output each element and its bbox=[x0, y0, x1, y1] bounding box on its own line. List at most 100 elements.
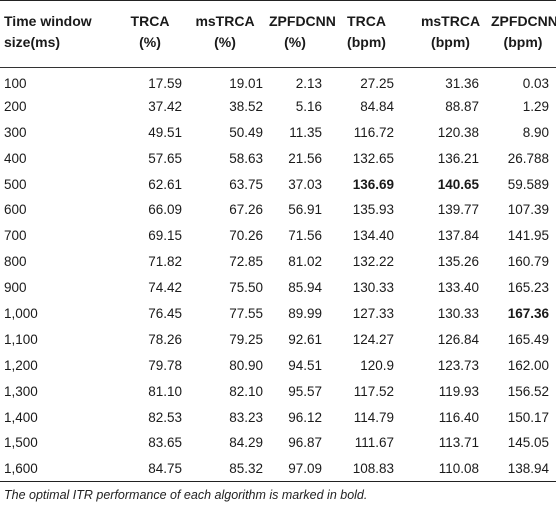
value-cell: 94.51 bbox=[288, 357, 322, 373]
value-cell: 150.17 bbox=[507, 409, 549, 425]
value-cell: 136.21 bbox=[437, 150, 479, 166]
value-cell: 82.53 bbox=[148, 409, 182, 425]
table-body: 100 17.59 19.01 2.13 27.25 31.36 0.03 200 37.42 3… bbox=[0, 68, 556, 482]
value-cell: 85.94 bbox=[288, 280, 322, 296]
column-header-line: (bpm) bbox=[431, 34, 470, 50]
time-window-cell: 300 bbox=[4, 124, 27, 140]
table-row: 600 66.09 67.26 56.91 135.93 139.77 107.39 bbox=[0, 197, 556, 223]
column-header-line: (bpm) bbox=[347, 34, 386, 50]
time-window-cell: 1,100 bbox=[4, 331, 38, 347]
value-cell: 0.03 bbox=[522, 75, 549, 91]
value-cell: 78.26 bbox=[148, 331, 182, 347]
value-cell: 110.08 bbox=[438, 461, 479, 477]
value-cell: 50.49 bbox=[229, 124, 263, 140]
value-cell: 120.9 bbox=[360, 357, 394, 373]
value-cell: 162.00 bbox=[507, 357, 549, 373]
table-footnote: The optimal ITR performance of each algo… bbox=[4, 488, 368, 502]
table-row: 1,400 82.53 83.23 96.12 114.79 116.40 150.17 bbox=[0, 404, 556, 430]
time-window-cell: 200 bbox=[4, 98, 27, 114]
value-cell: 27.25 bbox=[360, 75, 394, 91]
time-window-cell: 1,300 bbox=[4, 383, 38, 399]
value-cell: 97.09 bbox=[288, 461, 322, 477]
time-window-cell: 1,500 bbox=[4, 435, 38, 451]
value-cell: 130.33 bbox=[352, 280, 394, 296]
value-cell: 141.95 bbox=[507, 228, 549, 244]
table-row: 800 71.82 72.85 81.02 132.22 135.26 160.79 bbox=[0, 249, 556, 275]
column-header: ZPFDCNN (bpm) bbox=[490, 1, 556, 68]
value-cell: 114.79 bbox=[353, 409, 394, 425]
value-cell: 85.32 bbox=[229, 461, 263, 477]
value-cell: 75.50 bbox=[229, 280, 263, 296]
table-row: 1,100 78.26 79.25 92.61 124.27 126.84 165.49 bbox=[0, 326, 556, 352]
table-row: 700 69.15 70.26 71.56 134.40 137.84 141.95 bbox=[0, 223, 556, 249]
column-header: Time window size(ms) bbox=[0, 1, 118, 68]
column-header: ZPFDCNN (%) bbox=[268, 1, 336, 68]
value-cell: 83.65 bbox=[148, 435, 182, 451]
time-window-cell: 800 bbox=[4, 254, 27, 270]
value-cell: 58.63 bbox=[229, 150, 263, 166]
value-cell: 127.33 bbox=[352, 305, 394, 321]
value-cell: 82.10 bbox=[229, 383, 263, 399]
value-cell: 11.35 bbox=[289, 124, 322, 140]
value-cell: 66.09 bbox=[148, 202, 182, 218]
column-header-line: msTRCA bbox=[195, 13, 255, 29]
value-cell: 116.40 bbox=[438, 409, 479, 425]
value-cell: 37.42 bbox=[148, 98, 182, 114]
value-cell: 84.75 bbox=[148, 461, 182, 477]
value-cell: 5.16 bbox=[295, 98, 322, 114]
column-header-line: msTRCA bbox=[420, 13, 481, 29]
value-cell: 135.26 bbox=[437, 254, 479, 270]
table-header: Time window size(ms) TRCA (%) msTRCA (%) ZPFDC… bbox=[0, 0, 556, 68]
value-cell: 96.12 bbox=[288, 409, 322, 425]
value-cell: 111.67 bbox=[354, 435, 394, 451]
value-cell: 76.45 bbox=[148, 305, 182, 321]
value-cell: 108.83 bbox=[352, 461, 394, 477]
value-cell: 37.03 bbox=[288, 176, 322, 192]
value-cell: 72.85 bbox=[229, 254, 263, 270]
value-cell: 137.84 bbox=[437, 228, 479, 244]
value-cell: 130.33 bbox=[437, 305, 479, 321]
column-header-line: Time window bbox=[4, 13, 92, 29]
table-row: 400 57.65 58.63 21.56 132.65 136.21 26.788 bbox=[0, 145, 556, 171]
table-row: 1,200 79.78 80.90 94.51 120.9 123.73 162.00 bbox=[0, 352, 556, 378]
column-header: msTRCA (%) bbox=[182, 1, 268, 68]
column-header: TRCA (bpm) bbox=[322, 1, 411, 68]
value-cell: 17.59 bbox=[148, 75, 182, 91]
table-row: 500 62.61 63.75 37.03 136.69 140.65 59.589 bbox=[0, 171, 556, 197]
value-cell: 165.49 bbox=[507, 331, 549, 347]
value-cell: 120.38 bbox=[437, 124, 479, 140]
value-cell: 134.40 bbox=[352, 228, 394, 244]
table-row: 900 74.42 75.50 85.94 130.33 133.40 165.23 bbox=[0, 275, 556, 301]
value-cell: 84.84 bbox=[360, 98, 394, 114]
time-window-cell: 1,200 bbox=[4, 357, 38, 373]
value-cell: 107.39 bbox=[507, 202, 549, 218]
header-row: Time window size(ms) TRCA (%) msTRCA (%) ZPFDC… bbox=[0, 0, 556, 68]
table-row: 100 17.59 19.01 2.13 27.25 31.36 0.03 bbox=[0, 68, 556, 94]
table-row: 1,300 81.10 82.10 95.57 117.52 119.93 156.52 bbox=[0, 378, 556, 404]
value-cell: 92.61 bbox=[288, 331, 322, 347]
value-cell: 96.87 bbox=[288, 435, 322, 451]
value-cell: 88.87 bbox=[445, 98, 479, 114]
value-cell: 132.22 bbox=[352, 254, 394, 270]
column-header: TRCA (%) bbox=[118, 1, 182, 68]
value-cell: 31.36 bbox=[445, 75, 479, 91]
time-window-cell: 700 bbox=[4, 228, 27, 244]
value-cell: 124.27 bbox=[352, 331, 394, 347]
time-window-cell: 600 bbox=[4, 202, 27, 218]
value-cell: 139.77 bbox=[437, 202, 479, 218]
column-header-line: (%) bbox=[214, 34, 236, 50]
value-cell: 79.78 bbox=[148, 357, 182, 373]
value-cell: 57.65 bbox=[148, 150, 182, 166]
value-cell: 132.65 bbox=[352, 150, 394, 166]
value-cell: 56.91 bbox=[288, 202, 322, 218]
value-cell: 74.42 bbox=[148, 280, 182, 296]
value-cell: 1.29 bbox=[522, 98, 549, 114]
column-header-line: TRCA bbox=[347, 13, 386, 29]
table-row: 1,000 76.45 77.55 89.99 127.33 130.33 167.36 bbox=[0, 301, 556, 327]
value-cell: 67.26 bbox=[229, 202, 263, 218]
time-window-cell: 900 bbox=[4, 280, 27, 296]
itr-results-table: Time window size(ms) TRCA (%) msTRCA (%) ZPFDC… bbox=[0, 0, 556, 482]
value-cell: 116.72 bbox=[353, 124, 394, 140]
value-cell: 59.589 bbox=[507, 176, 549, 192]
